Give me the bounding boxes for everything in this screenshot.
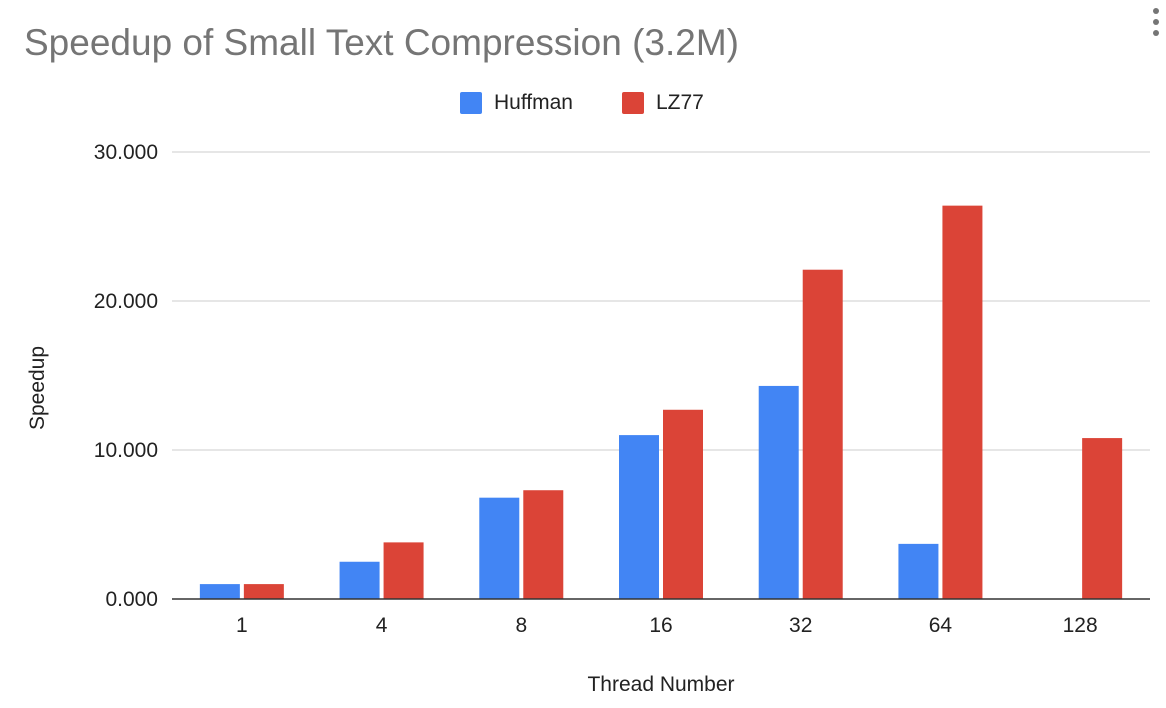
bars	[199, 205, 1123, 599]
y-tick-label: 30.000	[94, 141, 158, 164]
more-options-icon[interactable]	[1150, 8, 1162, 42]
x-tick-label: 128	[1063, 614, 1098, 637]
x-tick-label: 1	[236, 614, 248, 637]
x-tick-label: 8	[515, 614, 527, 637]
y-axis-ticks: 0.000 10.000 20.000 30.000	[94, 141, 158, 611]
bar-lz77-128[interactable]	[1082, 438, 1123, 599]
bar-huffman-8[interactable]	[479, 497, 520, 599]
legend-swatch-huffman	[460, 92, 482, 114]
x-tick-label: 64	[929, 614, 953, 637]
legend: Huffman LZ77	[0, 88, 1166, 118]
legend-swatch-lz77	[622, 92, 644, 114]
legend-item-huffman: Huffman	[460, 88, 573, 118]
y-tick-label: 0.000	[105, 588, 158, 611]
bar-huffman-4[interactable]	[339, 561, 380, 599]
bar-huffman-64[interactable]	[898, 543, 939, 599]
y-tick-label: 10.000	[94, 439, 158, 462]
legend-item-lz77: LZ77	[622, 88, 704, 118]
y-axis-title: Speedup	[26, 346, 49, 430]
x-tick-label: 16	[649, 614, 672, 637]
bar-huffman-32[interactable]	[758, 385, 799, 599]
bar-lz77-4[interactable]	[383, 542, 424, 599]
bar-lz77-1[interactable]	[243, 584, 284, 599]
legend-label-huffman: Huffman	[494, 91, 573, 114]
bar-lz77-32[interactable]	[802, 269, 843, 599]
x-tick-label: 32	[789, 614, 812, 637]
y-tick-label: 20.000	[94, 290, 158, 313]
bar-lz77-8[interactable]	[523, 490, 564, 599]
bar-lz77-16[interactable]	[663, 409, 703, 599]
bar-huffman-1[interactable]	[199, 584, 240, 599]
x-axis-ticks: 1 4 8 16 32 64 128	[236, 614, 1098, 637]
legend-label-lz77: LZ77	[656, 91, 704, 114]
x-tick-label: 4	[376, 614, 388, 637]
gridlines	[172, 151, 1150, 451]
chart-title: Speedup of Small Text Compression (3.2M)	[24, 22, 739, 63]
x-axis-title: Thread Number	[587, 673, 734, 696]
bar-huffman-16[interactable]	[619, 435, 659, 599]
bar-lz77-64[interactable]	[942, 205, 983, 599]
